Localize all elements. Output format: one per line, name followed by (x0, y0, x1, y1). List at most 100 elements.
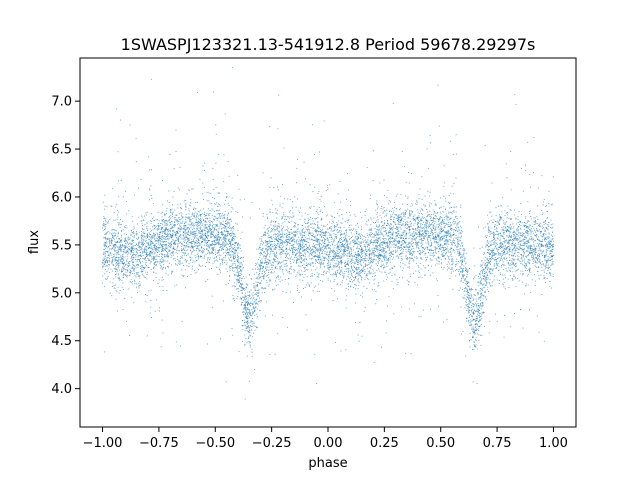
scatter-point (225, 200, 227, 201)
scatter-point (116, 269, 118, 271)
scatter-point (472, 278, 474, 280)
scatter-point (503, 245, 505, 247)
scatter-point (439, 206, 441, 208)
scatter-point (416, 232, 418, 234)
scatter-point (122, 275, 124, 277)
scatter-point (385, 279, 387, 281)
scatter-point (298, 265, 300, 267)
scatter-point (481, 267, 483, 269)
scatter-point (360, 245, 361, 247)
scatter-point (225, 259, 227, 261)
scatter-point (181, 213, 183, 215)
scatter-point (166, 260, 168, 262)
scatter-point (448, 261, 450, 263)
scatter-point (342, 272, 344, 274)
scatter-point (408, 212, 410, 214)
scatter-point (468, 282, 470, 284)
scatter-point (500, 235, 502, 237)
scatter-point (425, 219, 427, 221)
scatter-point (261, 240, 263, 242)
scatter-point (275, 221, 277, 223)
scatter-point (448, 258, 450, 260)
scatter-point (401, 248, 403, 250)
scatter-point (243, 275, 244, 277)
scatter-point (196, 215, 197, 217)
scatter-point (230, 246, 232, 248)
scatter-point (231, 227, 233, 229)
scatter-point (190, 222, 192, 224)
scatter-point (407, 266, 409, 268)
scatter-point (327, 279, 329, 281)
scatter-point (117, 216, 119, 218)
scatter-point (188, 246, 190, 248)
scatter-point (430, 217, 432, 219)
scatter-point (184, 233, 186, 235)
scatter-point (341, 239, 342, 240)
scatter-point (247, 297, 249, 299)
scatter-point (350, 265, 352, 267)
scatter-point (188, 213, 190, 215)
scatter-point (478, 226, 480, 228)
scatter-point (206, 238, 208, 240)
scatter-point (455, 227, 457, 228)
scatter-point (131, 239, 133, 241)
scatter-point (134, 281, 136, 282)
scatter-point (413, 224, 415, 226)
scatter-point (284, 257, 286, 258)
scatter-point (369, 241, 371, 243)
scatter-point (325, 215, 327, 217)
scatter-point (411, 210, 413, 212)
scatter-point (116, 264, 118, 266)
scatter-point (369, 282, 370, 284)
scatter-point (117, 249, 119, 251)
scatter-point (316, 275, 318, 277)
scatter-point (439, 247, 441, 249)
scatter-point (171, 273, 172, 275)
scatter-point (265, 244, 267, 246)
scatter-point (241, 273, 243, 275)
scatter-point (437, 218, 438, 220)
scatter-point (234, 258, 236, 260)
scatter-point (524, 244, 525, 246)
scatter-point (487, 264, 488, 265)
scatter-point (193, 209, 194, 210)
scatter-point (467, 306, 469, 308)
scatter-point (254, 314, 256, 316)
scatter-point (402, 213, 404, 215)
scatter-point (340, 259, 342, 261)
scatter-point (400, 215, 402, 217)
scatter-point (205, 266, 206, 267)
scatter-point (539, 249, 541, 251)
scatter-point (481, 264, 482, 266)
scatter-point (172, 204, 173, 206)
scatter-point (360, 211, 362, 213)
scatter-point (167, 265, 168, 267)
scatter-point (138, 216, 140, 218)
scatter-point (222, 220, 224, 222)
scatter-point (383, 230, 385, 232)
scatter-point (529, 174, 531, 176)
scatter-point (299, 218, 301, 220)
scatter-point (219, 268, 220, 270)
scatter-point (346, 211, 347, 213)
scatter-point (295, 234, 297, 236)
scatter-point (432, 272, 434, 274)
scatter-point (385, 258, 387, 260)
scatter-point (357, 254, 359, 256)
scatter-point (194, 233, 196, 235)
scatter-point (105, 253, 106, 255)
scatter-point (128, 239, 130, 241)
scatter-point (526, 265, 528, 267)
scatter-point (318, 263, 320, 264)
scatter-point (225, 255, 227, 257)
scatter-point (552, 246, 554, 248)
scatter-point (527, 273, 529, 275)
scatter-point (345, 232, 347, 234)
scatter-point (402, 240, 403, 242)
scatter-point (241, 231, 243, 233)
scatter-point (456, 249, 458, 251)
scatter-point (424, 204, 426, 206)
scatter-point (315, 243, 317, 245)
scatter-point (329, 221, 331, 223)
scatter-point (186, 193, 188, 195)
